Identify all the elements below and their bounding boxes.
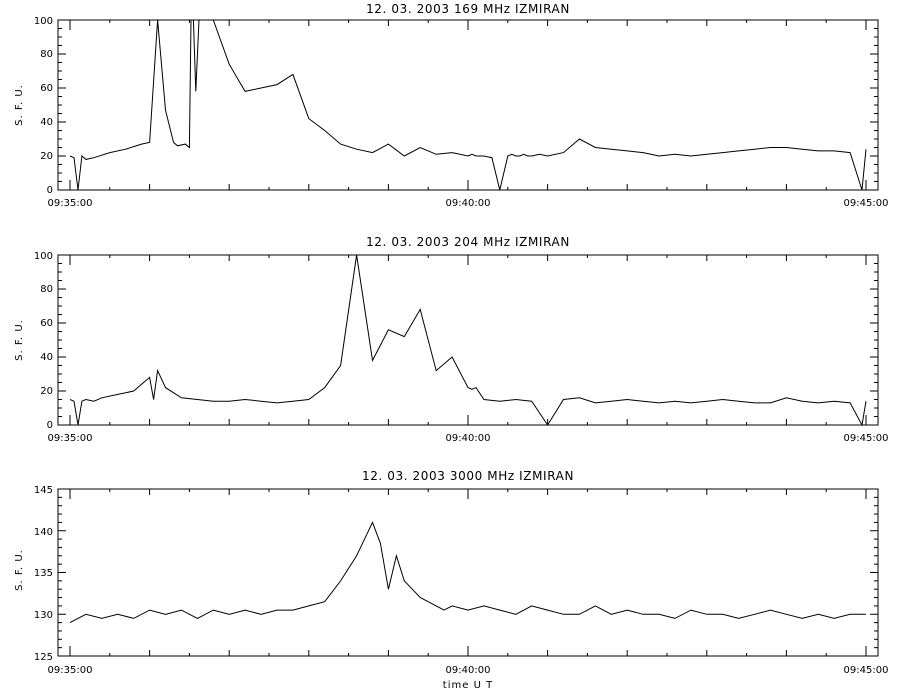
panel-2-tickmarks bbox=[58, 254, 878, 426]
panel-3-ytick-135: 135 bbox=[34, 568, 53, 579]
panel-1-ytick-60: 60 bbox=[40, 83, 53, 94]
panel-1-xtick-end: 09:45:00 bbox=[844, 198, 889, 209]
panel-1-ytick-100: 100 bbox=[34, 16, 53, 27]
panel-2-ytick-0: 0 bbox=[47, 420, 53, 431]
panel-2-xtick-mid: 09:40:00 bbox=[446, 433, 491, 444]
panel-3-tickmarks bbox=[58, 488, 878, 657]
panel-3-xlabel: time U T bbox=[443, 680, 493, 691]
panel-1-series-line bbox=[69, 19, 867, 191]
panel-169mhz: 12. 03. 2003 169 MHz IZMIRAN S. F. U. 0 … bbox=[14, 2, 888, 209]
panel-3-ytick-140: 140 bbox=[34, 527, 53, 538]
panel-1-xtick-mid: 09:40:00 bbox=[446, 198, 491, 209]
panel-2-ytick-80: 80 bbox=[40, 284, 53, 295]
panel-3-ytick-130: 130 bbox=[34, 610, 53, 621]
panel-3000mhz: 12. 03. 2003 3000 MHz IZMIRAN S. F. U. 1… bbox=[14, 469, 888, 691]
panel-2-ytick-40: 40 bbox=[40, 352, 53, 363]
panel-2-ylabel: S. F. U. bbox=[14, 319, 25, 361]
panel-2-ytick-100: 100 bbox=[34, 251, 53, 262]
panel-1-title: 12. 03. 2003 169 MHz IZMIRAN bbox=[366, 2, 570, 16]
panel-3-xtick-start: 09:35:00 bbox=[48, 665, 93, 676]
panel-1-ytick-0: 0 bbox=[47, 185, 53, 196]
panel-3-xtick-mid: 09:40:00 bbox=[446, 665, 491, 676]
panel-2-xtick-end: 09:45:00 bbox=[844, 433, 889, 444]
panel-1-ytick-20: 20 bbox=[40, 151, 53, 162]
panel-3-series-line bbox=[69, 521, 866, 624]
panel-3-ylabel: S. F. U. bbox=[14, 549, 25, 591]
panel-1-ylabel: S. F. U. bbox=[14, 84, 25, 126]
panel-2-ytick-20: 20 bbox=[40, 386, 53, 397]
panel-204mhz: 12. 03. 2003 204 MHz IZMIRAN S. F. U. 0 … bbox=[14, 235, 888, 444]
panel-1-yticks: 0 20 40 60 80 100 bbox=[34, 16, 53, 196]
panel-1-xtick-start: 09:35:00 bbox=[48, 198, 93, 209]
panel-2-ytick-60: 60 bbox=[40, 318, 53, 329]
panel-2-xtick-start: 09:35:00 bbox=[48, 433, 93, 444]
panel-3-yticks: 125 130 135 140 145 bbox=[34, 485, 53, 663]
panel-3-ytick-145: 145 bbox=[34, 485, 53, 496]
panel-2-title: 12. 03. 2003 204 MHz IZMIRAN bbox=[366, 235, 570, 249]
panel-1-tickmarks bbox=[58, 19, 878, 191]
panel-1-ytick-40: 40 bbox=[40, 117, 53, 128]
panel-2-yticks: 0 20 40 60 80 100 bbox=[34, 251, 53, 431]
panel-2-frame bbox=[57, 254, 879, 426]
panel-1-frame bbox=[57, 19, 879, 191]
panel-3-xtick-end: 09:45:00 bbox=[844, 665, 889, 676]
panel-3-ytick-125: 125 bbox=[34, 652, 53, 663]
panel-3-frame bbox=[57, 488, 879, 657]
panel-3-title: 12. 03. 2003 3000 MHz IZMIRAN bbox=[362, 469, 574, 483]
panel-1-ytick-80: 80 bbox=[40, 49, 53, 60]
panel-2-series-line bbox=[69, 254, 867, 427]
